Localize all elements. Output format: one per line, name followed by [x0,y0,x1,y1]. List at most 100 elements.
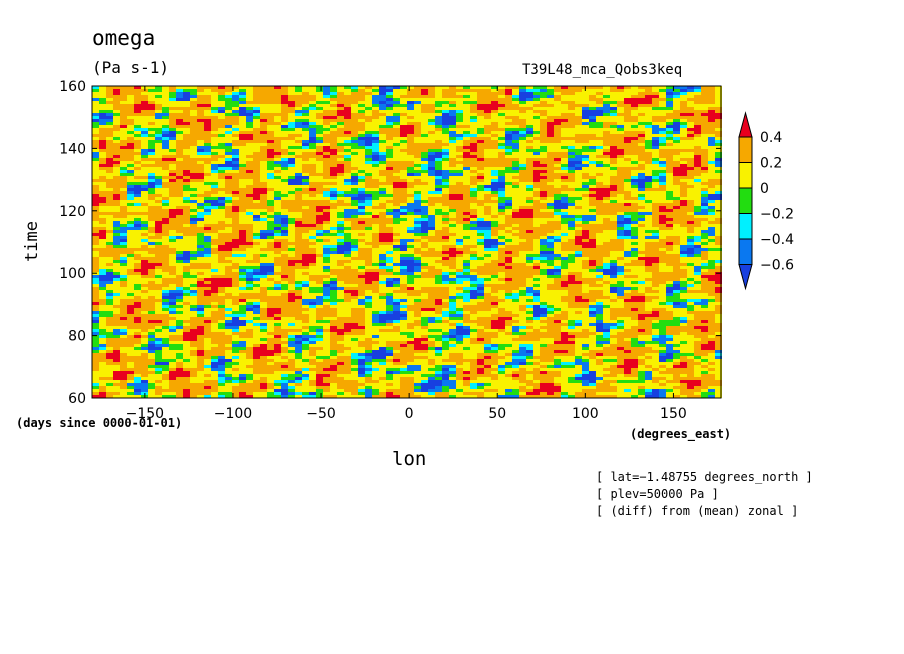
field-cell [309,164,316,167]
field-cell [316,170,323,173]
field-cell [92,206,99,209]
field-cell [652,215,659,218]
field-cell [204,113,211,116]
field-cell [302,92,309,95]
field-cell [547,188,554,191]
field-cell [708,248,715,251]
field-cell [218,89,225,92]
field-cell [505,155,512,158]
field-cell [309,170,316,173]
field-cell [435,173,442,176]
field-cell [421,113,428,116]
field-cell [379,140,386,143]
field-cell [421,161,428,164]
field-cell [218,140,225,143]
field-cell [624,209,631,212]
field-cell [673,182,680,185]
field-cell [204,245,211,248]
field-cell [365,188,372,191]
field-cell [379,161,386,164]
field-cell [477,152,484,155]
field-cell [344,128,351,131]
field-cell [92,194,99,197]
field-cell [379,125,386,128]
field-cell [190,131,197,134]
field-cell [92,215,99,218]
field-cell [547,122,554,125]
field-cell [113,110,120,113]
field-cell [526,95,533,98]
field-cell [680,182,687,185]
field-cell [554,143,561,146]
field-cell [519,164,526,167]
field-cell [246,212,253,215]
field-cell [155,161,162,164]
field-cell [253,176,260,179]
field-cell [218,236,225,239]
field-cell [302,242,309,245]
field-cell [414,131,421,134]
field-cell [547,203,554,206]
field-cell [92,104,99,107]
field-cell [533,149,540,152]
field-cell [211,242,218,245]
field-cell [617,86,624,89]
field-cell [372,137,379,140]
field-cell [92,137,99,140]
field-cell [617,155,624,158]
field-cell [673,89,680,92]
field-cell [603,131,610,134]
field-cell [477,164,484,167]
field-cell [337,227,344,230]
field-cell [421,173,428,176]
field-cell [176,128,183,131]
field-cell [99,185,106,188]
field-cell [491,194,498,197]
field-cell [225,125,232,128]
field-cell [610,113,617,116]
field-cell [428,140,435,143]
field-cell [645,119,652,122]
field-cell [274,95,281,98]
field-cell [680,152,687,155]
field-cell [211,200,218,203]
field-cell [491,224,498,227]
field-cell [561,113,568,116]
field-cell [547,110,554,113]
field-cell [414,185,421,188]
field-cell [120,248,127,251]
field-cell [701,179,708,182]
field-cell [407,125,414,128]
field-cell [708,95,715,98]
field-cell [365,98,372,101]
field-cell [652,218,659,221]
field-cell [694,86,701,89]
field-cell [582,164,589,167]
field-cell [589,221,596,224]
field-cell [407,92,414,95]
field-cell [281,110,288,113]
field-cell [456,116,463,119]
field-cell [316,116,323,119]
field-cell [92,122,99,125]
field-cell [99,104,106,107]
field-cell [554,119,561,122]
field-cell [526,167,533,170]
field-cell [232,92,239,95]
field-cell [491,230,498,233]
field-cell [176,116,183,119]
field-cell [288,116,295,119]
field-cell [155,137,162,140]
field-cell [260,221,267,224]
field-cell [225,176,232,179]
field-cell [407,98,414,101]
field-cell [659,146,666,149]
field-cell [470,149,477,152]
field-cell [540,218,547,221]
field-cell [652,227,659,230]
field-cell [267,185,274,188]
field-cell [491,98,498,101]
field-cell [610,92,617,95]
field-cell [547,140,554,143]
field-cell [456,149,463,152]
